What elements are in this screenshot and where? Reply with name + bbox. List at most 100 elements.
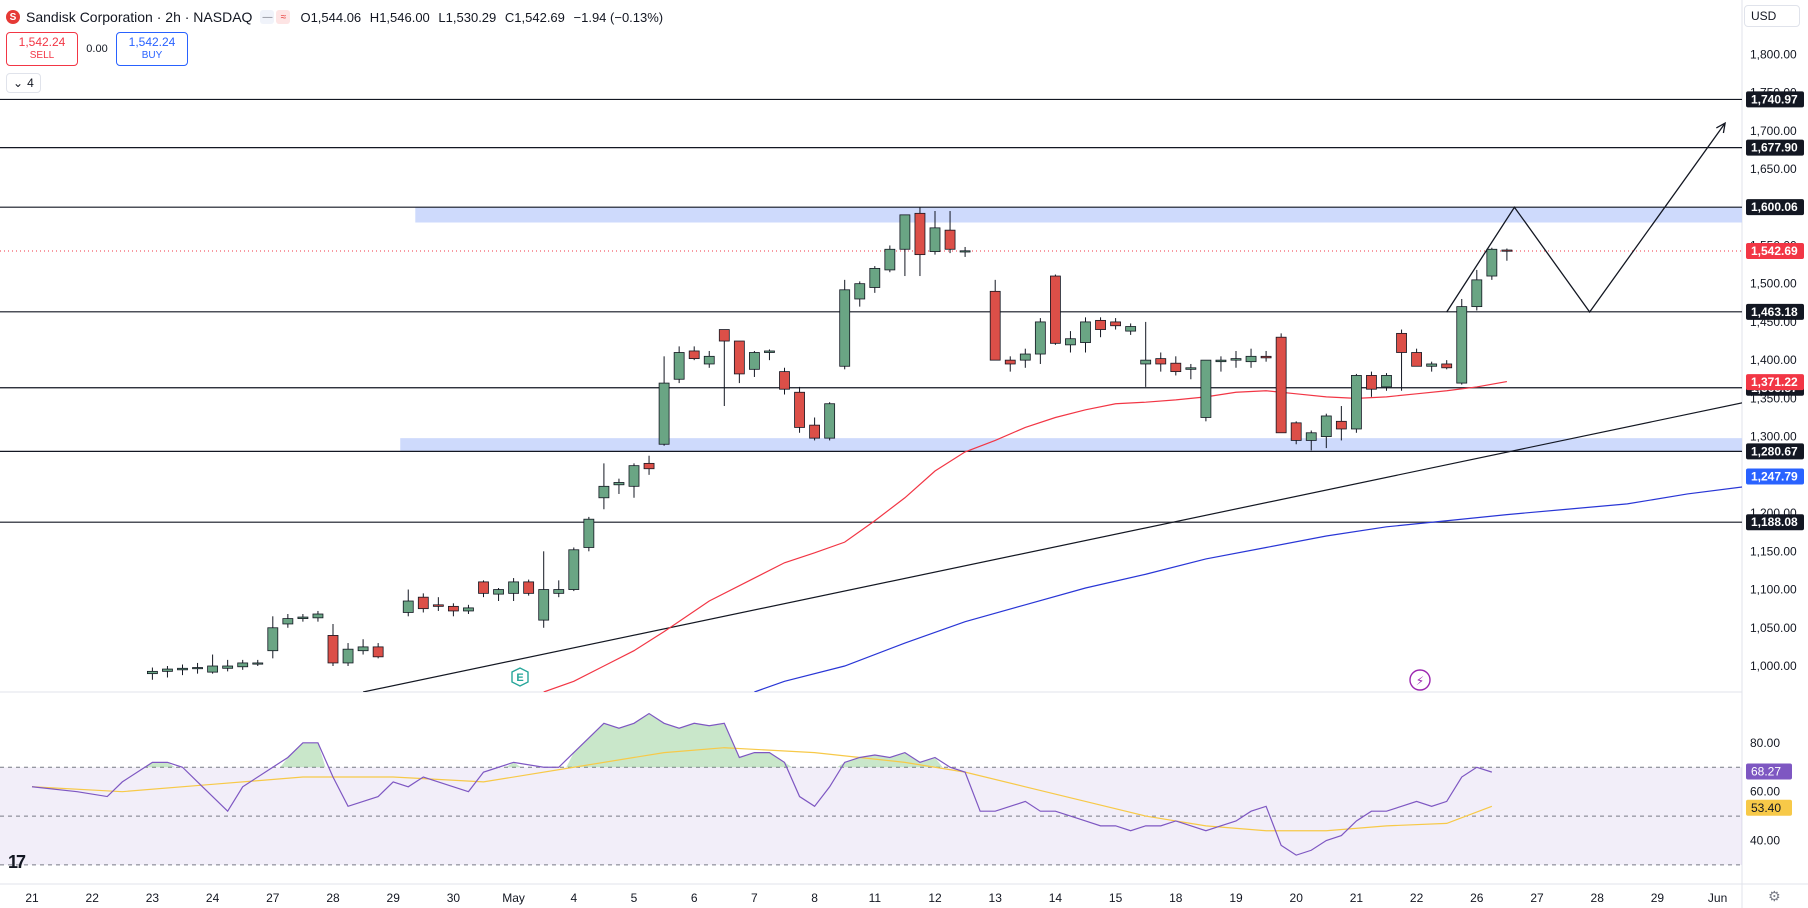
candle[interactable] <box>1411 348 1422 367</box>
candle[interactable] <box>1290 421 1302 445</box>
candle[interactable] <box>703 350 715 368</box>
candle[interactable] <box>1305 430 1317 451</box>
candle[interactable] <box>1170 356 1182 376</box>
candle[interactable] <box>583 516 595 552</box>
candle[interactable] <box>1095 317 1106 338</box>
candle[interactable] <box>1245 348 1257 368</box>
candle[interactable] <box>824 402 836 441</box>
candle[interactable] <box>1140 321 1152 387</box>
candle[interactable] <box>327 623 339 667</box>
candle[interactable] <box>839 279 851 370</box>
candle[interactable] <box>1230 350 1242 368</box>
candle[interactable] <box>1396 329 1407 391</box>
candle[interactable] <box>733 340 745 384</box>
indicators-toggle[interactable]: ⌄ 4 <box>6 73 41 93</box>
candle[interactable] <box>1004 356 1016 372</box>
candle[interactable] <box>598 463 610 510</box>
candle[interactable] <box>673 346 685 384</box>
minus-icon[interactable]: — <box>260 10 275 24</box>
rsi-pane[interactable] <box>0 712 1742 866</box>
candle[interactable] <box>463 604 474 615</box>
candle[interactable] <box>493 588 504 602</box>
candle[interactable] <box>643 455 655 475</box>
candle[interactable] <box>432 597 444 611</box>
candle[interactable] <box>1456 298 1468 385</box>
candle[interactable] <box>929 211 941 255</box>
candle[interactable] <box>1335 406 1347 441</box>
candle[interactable] <box>447 603 459 617</box>
candle[interactable] <box>146 667 158 680</box>
candle[interactable] <box>718 329 730 407</box>
candle[interactable] <box>1065 331 1076 353</box>
candle[interactable] <box>1366 371 1377 397</box>
candle[interactable] <box>417 593 429 613</box>
candle[interactable] <box>568 547 580 592</box>
candle[interactable] <box>749 350 760 377</box>
symbol-title[interactable]: Sandisk Corporation · 2h · NASDAQ <box>26 9 253 25</box>
candle[interactable] <box>1200 359 1212 422</box>
candle[interactable] <box>779 367 790 395</box>
candle[interactable] <box>1471 269 1483 311</box>
price-axis[interactable]: 1,850.001,800.001,750.001,700.001,650.00… <box>1746 9 1804 847</box>
candle[interactable] <box>854 281 866 307</box>
candle[interactable] <box>538 551 550 628</box>
candle[interactable] <box>1351 373 1362 433</box>
candle[interactable] <box>1441 360 1453 370</box>
candle[interactable] <box>914 207 926 277</box>
candle[interactable] <box>1125 323 1137 335</box>
candle[interactable] <box>1260 350 1272 362</box>
candle[interactable] <box>1110 318 1121 330</box>
candle[interactable] <box>959 246 971 257</box>
approx-icon[interactable]: ≈ <box>276 10 291 24</box>
sell-button[interactable]: 1,542.24 SELL <box>6 32 78 66</box>
candle[interactable] <box>402 589 414 617</box>
tradingview-logo-icon[interactable]: 17 <box>8 852 26 872</box>
candle[interactable] <box>884 245 896 273</box>
candle[interactable] <box>944 211 956 254</box>
dividend-marker-icon[interactable]: ⚡ <box>1409 669 1431 691</box>
candle[interactable] <box>192 662 203 674</box>
candle[interactable] <box>342 643 354 667</box>
candle[interactable] <box>1034 318 1046 364</box>
candle[interactable] <box>1050 274 1061 345</box>
candle[interactable] <box>1381 373 1392 391</box>
candle[interactable] <box>252 659 264 667</box>
candle[interactable] <box>989 279 1001 361</box>
time-axis[interactable]: 21 22 23 24 27 28 29 30 May 4 5 6 7 8 11 12 13 14 15 18 19 20… <box>25 891 1727 905</box>
candle[interactable] <box>508 578 520 602</box>
candle[interactable] <box>478 580 489 598</box>
candle[interactable] <box>869 266 881 293</box>
candle[interactable] <box>1155 352 1167 372</box>
buy-button[interactable]: 1,542.24 BUY <box>116 32 188 66</box>
candle[interactable] <box>1080 317 1091 353</box>
candle[interactable] <box>1185 363 1197 380</box>
candle[interactable] <box>794 386 805 433</box>
projection-path[interactable] <box>1446 122 1726 314</box>
candle[interactable] <box>1501 248 1513 261</box>
candle[interactable] <box>523 579 535 596</box>
candle[interactable] <box>1486 247 1498 280</box>
trendline[interactable] <box>362 345 1808 692</box>
candle[interactable] <box>222 659 234 672</box>
candle[interactable] <box>372 643 384 659</box>
candle[interactable] <box>297 614 309 622</box>
candle[interactable] <box>267 616 279 659</box>
candle[interactable] <box>553 580 565 598</box>
candle[interactable] <box>237 659 249 670</box>
candle[interactable] <box>1426 361 1438 372</box>
candle[interactable] <box>809 417 820 441</box>
candle[interactable] <box>207 654 219 674</box>
candle[interactable] <box>1320 413 1332 449</box>
candle[interactable] <box>1019 348 1031 368</box>
candle[interactable] <box>1275 333 1287 434</box>
currency-selector[interactable]: USD <box>1744 5 1800 27</box>
candle[interactable] <box>688 346 700 361</box>
candle[interactable] <box>357 639 369 655</box>
candle[interactable] <box>312 610 324 622</box>
earnings-marker-icon[interactable]: E <box>511 667 529 687</box>
gear-icon[interactable]: ⚙ <box>1768 888 1781 904</box>
candle[interactable] <box>764 349 775 361</box>
candle[interactable] <box>1215 356 1227 372</box>
